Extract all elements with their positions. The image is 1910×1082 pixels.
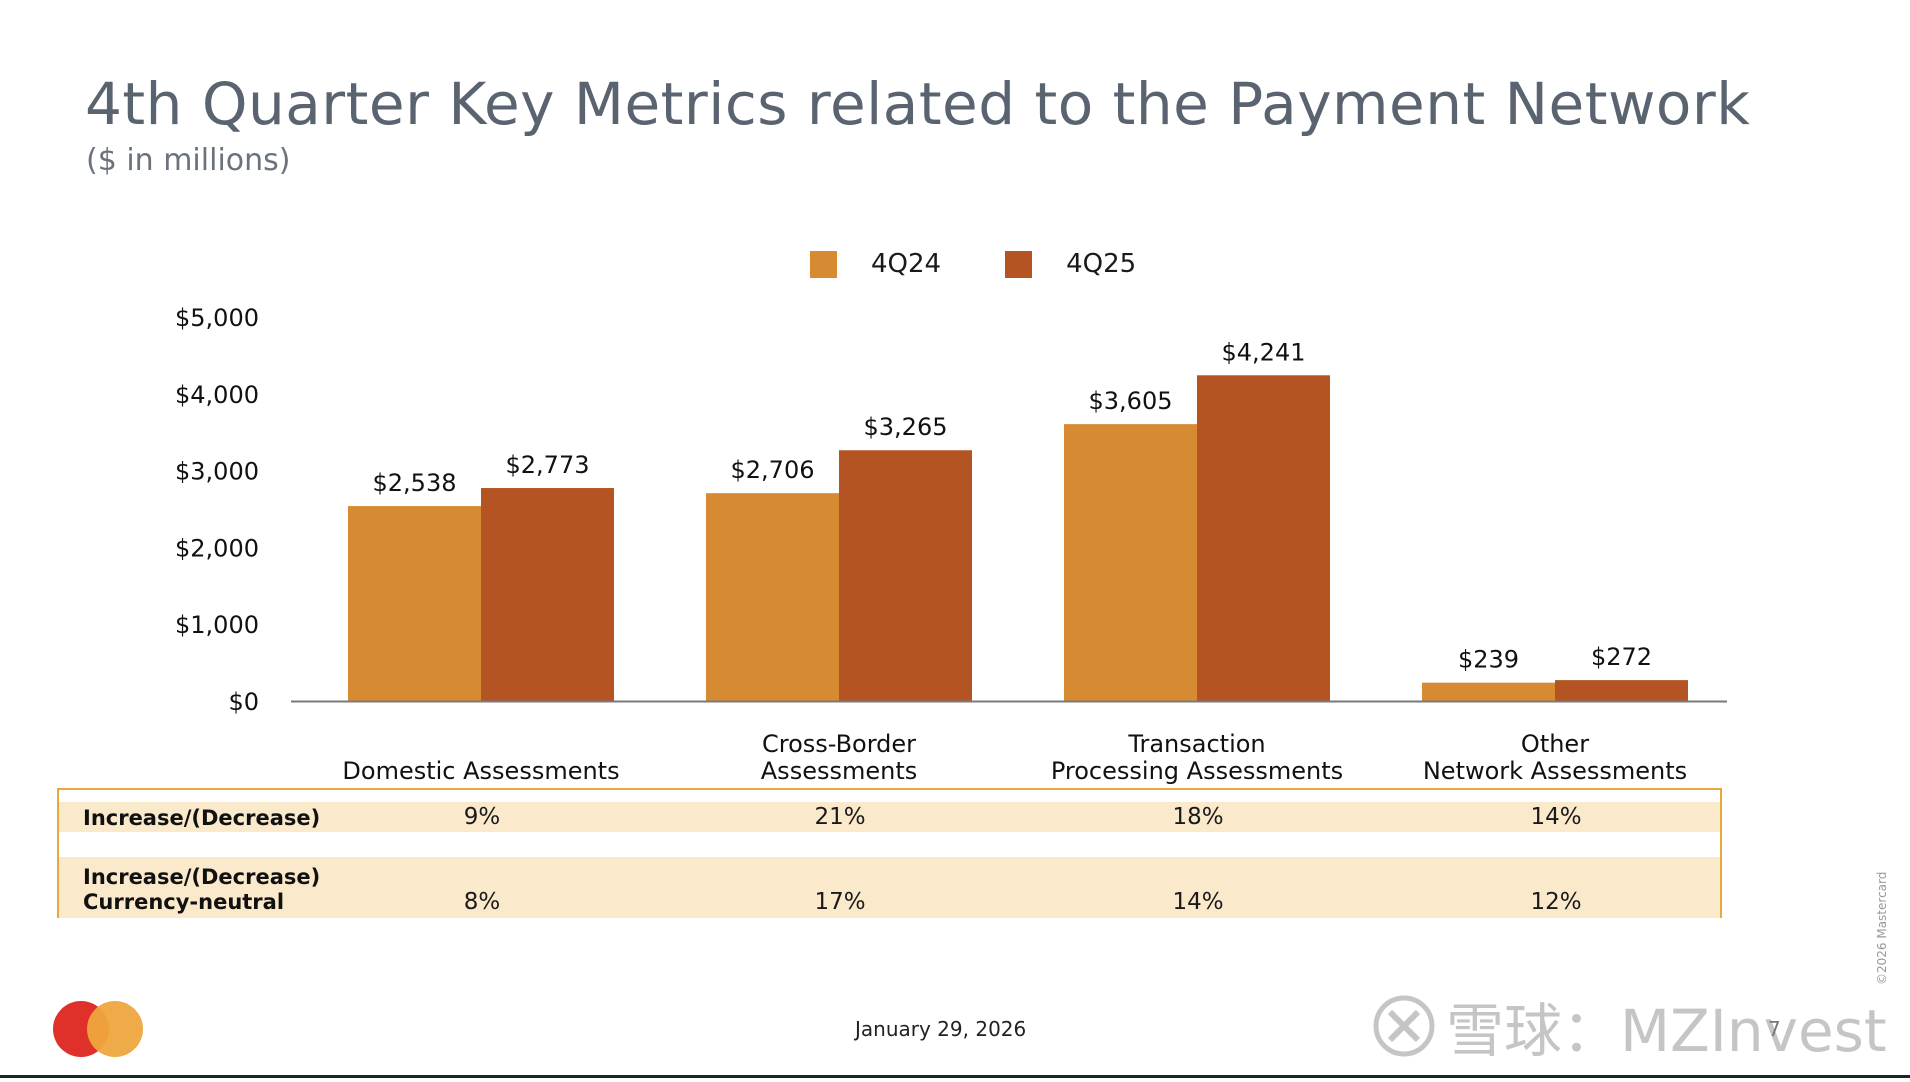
metrics-cell: 14%: [1530, 804, 1582, 830]
legend-label-4q25: 4Q25: [1066, 249, 1137, 279]
y-tick-label: $1,000: [175, 611, 259, 639]
metrics-row-label-line: Currency-neutral: [83, 890, 285, 914]
metrics-row-currency-neutral: Increase/(Decrease) Currency-neutral 8% …: [59, 857, 1720, 918]
category-label: Other: [1521, 730, 1589, 758]
copyright-notice: ©2026 Mastercard: [1875, 871, 1889, 985]
bar: [348, 506, 481, 701]
y-tick-label: $5,000: [175, 304, 259, 332]
data-label: $2,706: [731, 456, 815, 484]
bar: [1197, 375, 1330, 701]
bar: [1422, 682, 1555, 701]
slide-subtitle: ($ in millions): [86, 143, 291, 178]
bar-chart: $0 $1,000 $2,000 $3,000 $4,000 $5,000 $2,538 $2…: [175, 304, 1727, 785]
legend-item-4q24: 4Q24: [810, 249, 941, 279]
mastercard-logo: [53, 1001, 143, 1057]
data-label: $239: [1458, 646, 1519, 674]
category-label: Transaction: [1127, 730, 1265, 758]
metrics-cell: 17%: [814, 889, 866, 915]
metrics-row-label: Increase/(Decrease) Currency-neutral: [83, 865, 320, 915]
metrics-row-label: Increase/(Decrease): [83, 806, 321, 830]
metrics-cell: 8%: [463, 889, 501, 915]
y-tick-label: $2,000: [175, 534, 259, 562]
bar: [1064, 424, 1197, 701]
data-label: $272: [1591, 643, 1652, 671]
legend-item-4q25: 4Q25: [1005, 249, 1136, 279]
data-label: $2,538: [373, 469, 457, 497]
legend-swatch-4q24: [810, 250, 837, 278]
category-label: Domestic Assessments: [342, 757, 619, 785]
y-tick-label: $0: [228, 688, 259, 716]
watermark: 雪球：MZInvest: [1372, 984, 1887, 1068]
metrics-cell: 21%: [814, 804, 866, 830]
category-label: Processing Assessments: [1051, 757, 1343, 785]
metrics-cell: 18%: [1172, 804, 1224, 830]
data-label: $3,605: [1089, 387, 1173, 415]
metrics-cell: 14%: [1172, 889, 1224, 915]
page-number: 7: [1768, 1017, 1781, 1041]
metrics-table: Increase/(Decrease) 9% 21% 18% 14% Incre…: [57, 788, 1722, 918]
bar: [481, 488, 614, 701]
bottom-rule: [0, 1075, 1910, 1078]
metrics-cell: 12%: [1530, 889, 1582, 915]
metrics-cell: 9%: [463, 804, 501, 830]
metrics-row-label-line: Increase/(Decrease): [83, 865, 321, 889]
bar: [706, 493, 839, 701]
y-tick-label: $3,000: [175, 458, 259, 486]
watermark-text: 雪球：MZInvest: [1446, 997, 1887, 1065]
legend-swatch-4q25: [1005, 250, 1033, 278]
logo-orange-circle: [87, 1001, 143, 1057]
chart-legend: 4Q24 4Q25: [810, 249, 1200, 279]
category-label: Network Assessments: [1423, 757, 1687, 785]
metrics-row-increase: Increase/(Decrease) 9% 21% 18% 14%: [59, 802, 1720, 832]
data-label: $4,241: [1222, 338, 1306, 366]
slide-title: 4th Quarter Key Metrics related to the P…: [85, 70, 1751, 138]
data-label: $3,265: [864, 413, 948, 441]
category-label: Assessments: [761, 757, 917, 785]
snowball-icon: [1373, 995, 1435, 1057]
slide-date: January 29, 2026: [855, 1017, 1027, 1041]
bar: [1555, 680, 1688, 701]
bar: [839, 450, 972, 701]
data-label: $2,773: [506, 451, 590, 479]
y-tick-label: $4,000: [175, 381, 259, 409]
legend-label-4q24: 4Q24: [871, 249, 942, 279]
category-label: Cross-Border: [762, 730, 916, 758]
